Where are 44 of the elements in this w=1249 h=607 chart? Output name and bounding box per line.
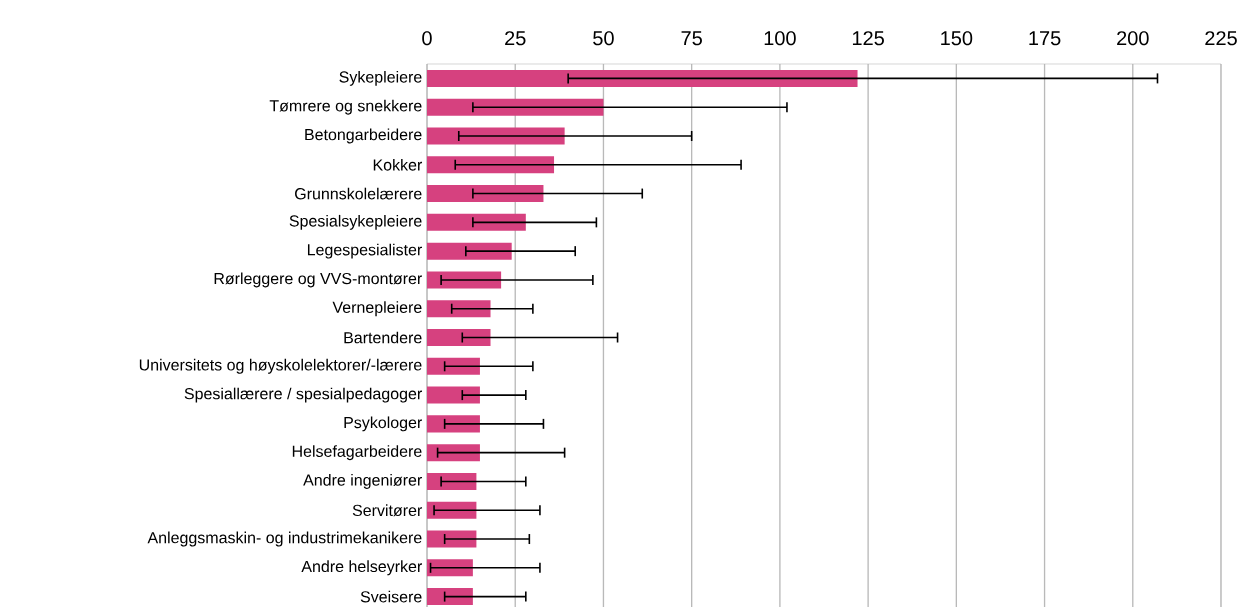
y-tick-label: Servitører	[352, 504, 423, 517]
x-tick-label: 125	[852, 31, 884, 46]
x-tick-label: 25	[505, 31, 526, 46]
y-tick-label: Andre ingeniører	[303, 474, 422, 489]
bar	[427, 415, 480, 433]
y-tick-label: Universitets og høyskolelektorer/-lærere	[139, 358, 422, 374]
x-tick-label: 50	[593, 31, 614, 46]
y-tick-label: Legespesialister	[307, 243, 422, 259]
y-tick-label: Kokker	[373, 158, 423, 171]
y-tick-label: Spesialsykepleiere	[289, 214, 422, 230]
bar	[427, 98, 604, 116]
y-tick-label: Bartendere	[344, 331, 422, 344]
bar	[427, 357, 480, 375]
y-tick-label: Andre helseyrker	[301, 560, 422, 576]
y-tick-label: Sveisere	[360, 590, 422, 603]
y-tick-label: Sykepleiere	[339, 70, 422, 86]
y-tick-label: Psykologer	[344, 416, 423, 432]
bar	[427, 213, 526, 231]
y-tick-label: Tømrere og snekkere	[269, 99, 422, 115]
bar	[427, 156, 555, 174]
x-tick-label: 100	[764, 31, 796, 46]
y-tick-label: Rørleggere og VVS-montører	[214, 272, 422, 288]
bar	[427, 69, 858, 87]
bar	[427, 185, 544, 203]
x-tick-label: 150	[941, 31, 973, 46]
x-tick-label: 175	[1029, 31, 1061, 46]
bar	[427, 444, 480, 462]
y-tick-label: Helsefagarbeidere	[292, 445, 422, 461]
x-tick-label: 0	[422, 31, 432, 46]
y-tick-label: Vernepleiere	[332, 301, 422, 317]
x-tick-label: 200	[1117, 31, 1149, 46]
bar	[427, 588, 473, 606]
bar	[427, 300, 491, 318]
x-tick-label: 225	[1205, 31, 1237, 46]
bar	[427, 530, 477, 548]
y-tick-label: Grunnskolelærere	[295, 187, 422, 200]
y-tick-label: Spesiallærere / spesialpedagoger	[184, 387, 422, 403]
y-tick-label: Betongarbeidere	[305, 128, 422, 144]
bar	[427, 242, 512, 260]
bar	[427, 329, 491, 347]
bar	[427, 386, 480, 404]
x-tick-label: 75	[681, 31, 702, 46]
bar	[427, 472, 477, 490]
y-tick-label: Anleggsmaskin- og industrimekanikere	[147, 531, 422, 547]
